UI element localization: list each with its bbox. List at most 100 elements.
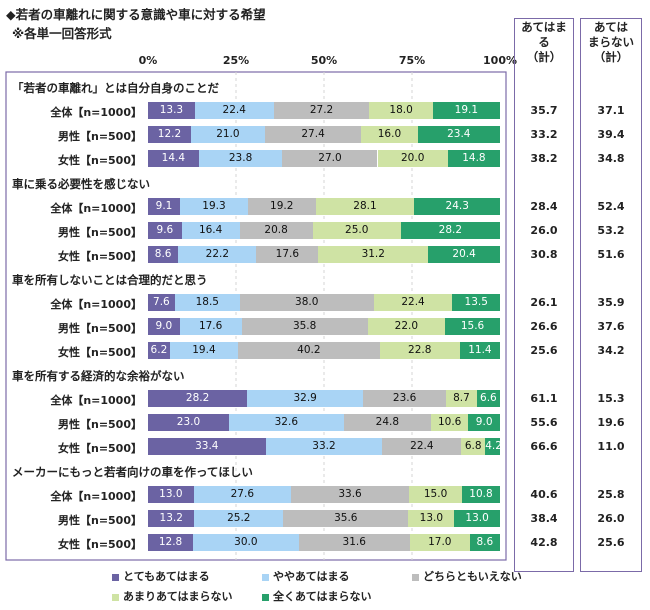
agree-total-value: 26.0 — [530, 224, 558, 237]
disagree-total-value: 19.6 — [597, 416, 625, 429]
agree-total-value: 38.4 — [530, 512, 558, 525]
row-label: 女性【n=500】 — [57, 538, 142, 551]
agree-total-value: 35.7 — [530, 104, 558, 117]
bar-segment: 27.6 — [193, 486, 291, 503]
bar-segment: 14.4 — [148, 150, 199, 167]
disagree-total-header: あては まらない （計） — [580, 20, 642, 65]
agree-total-header: あてはま る （計） — [514, 20, 574, 65]
bar-segment: 15.0 — [409, 486, 462, 503]
disagree-total-header-line: まらない — [588, 35, 634, 49]
bar-segment: 12.2 — [148, 126, 191, 143]
bar-segment: 32.6 — [228, 414, 344, 431]
bar-segment: 16.4 — [181, 222, 240, 239]
legend-label: 全くあてはまらない — [273, 590, 372, 603]
bar-segment: 33.2 — [265, 438, 383, 455]
bar-segment: 22.2 — [178, 246, 257, 263]
bar-segment: 13.2 — [148, 510, 195, 527]
bar-segment: 24.8 — [343, 414, 431, 431]
bar-segment: 6.6 — [476, 390, 500, 407]
bar-segment: 13.0 — [148, 486, 194, 503]
bar-segment: 25.0 — [312, 222, 401, 239]
bar-segment: 4.2 — [485, 438, 500, 455]
disagree-total-value: 53.2 — [597, 224, 625, 237]
row-label: 全体【n=1000】 — [50, 202, 142, 215]
disagree-total-value: 15.3 — [597, 392, 625, 405]
bar-segment: 23.6 — [363, 390, 447, 407]
agree-total-value: 26.1 — [530, 296, 558, 309]
disagree-total-value: 52.4 — [597, 200, 625, 213]
agree-total-value: 55.6 — [530, 416, 558, 429]
agree-total-header-line: る — [538, 35, 550, 49]
disagree-total-value: 39.4 — [597, 128, 625, 141]
group-heading: 車に乗る必要性を感じない — [12, 177, 150, 191]
bar-segment: 22.4 — [194, 102, 274, 119]
bar-segment: 18.5 — [174, 294, 240, 311]
x-tick-label: 25% — [222, 54, 250, 67]
bar-segment: 13.0 — [408, 510, 455, 527]
agree-total-value: 40.6 — [530, 488, 558, 501]
chart-subtitle: ※各単一回答形式 — [12, 26, 112, 41]
bar-segment: 19.2 — [247, 198, 316, 215]
bar-segment: 10.8 — [461, 486, 500, 503]
x-tick-label: 0% — [138, 54, 158, 67]
bar-segment: 12.8 — [148, 534, 194, 551]
row-label: 男性【n=500】 — [57, 514, 142, 527]
bar-segment: 25.2 — [194, 510, 284, 527]
bar-segment: 19.3 — [180, 198, 248, 215]
bar-segment: 20.8 — [239, 222, 313, 239]
disagree-total-value: 26.0 — [597, 512, 625, 525]
bar-segment: 28.1 — [315, 198, 415, 215]
row-label: 女性【n=500】 — [57, 154, 142, 167]
bar-segment: 11.4 — [459, 342, 500, 359]
bar-segment: 24.3 — [414, 198, 500, 215]
group-heading: 車を所有する経済的な余裕がない — [12, 369, 185, 383]
bar-segment: 13.5 — [452, 294, 500, 311]
disagree-total-header-line: （計） — [593, 50, 629, 64]
bar-segment: 33.6 — [290, 486, 410, 503]
legend-swatch — [262, 593, 269, 601]
bar-segment: 38.0 — [239, 294, 374, 311]
bar-segment: 35.6 — [283, 510, 409, 527]
bar-segment: 31.6 — [298, 534, 410, 551]
group-heading: 車を所有しないことは合理的だと思う — [12, 273, 208, 287]
disagree-total-value: 11.0 — [597, 440, 625, 453]
bar-segment: 23.8 — [198, 150, 283, 167]
agree-total-value: 25.6 — [530, 344, 558, 357]
legend-label: どちらともいえない — [423, 570, 522, 583]
disagree-total-value: 34.8 — [597, 152, 625, 165]
row-label: 男性【n=500】 — [57, 418, 142, 431]
row-label: 全体【n=1000】 — [50, 298, 142, 311]
bar-segment: 23.4 — [417, 126, 500, 143]
group-heading: メーカーにもっと若者向けの車を作ってほしい — [12, 465, 253, 479]
agree-total-column — [514, 18, 574, 572]
bar-segment: 19.4 — [169, 342, 239, 359]
legend-label: とてもあてはまる — [123, 570, 210, 583]
agree-total-value: 61.1 — [530, 392, 558, 405]
agree-total-value: 38.2 — [530, 152, 558, 165]
bar-segment: 32.9 — [247, 390, 364, 407]
disagree-total-header-line: あては — [593, 20, 629, 34]
agree-total-value: 28.4 — [530, 200, 558, 213]
bar-segment: 27.4 — [264, 126, 362, 143]
bar-segment: 6.2 — [148, 342, 170, 359]
bar-segment: 8.6 — [148, 246, 179, 263]
disagree-total-column — [580, 18, 642, 572]
bar-segment: 27.2 — [273, 102, 370, 119]
row-label: 全体【n=1000】 — [50, 394, 142, 407]
bar-segment: 17.6 — [256, 246, 319, 263]
legend-label: あまりあてはまらない — [123, 590, 233, 603]
bar-segment: 9.0 — [468, 414, 500, 431]
legend-swatch — [412, 573, 419, 581]
bar-segment: 9.6 — [148, 222, 182, 239]
agree-total-value: 30.8 — [530, 248, 558, 261]
disagree-total-value: 25.8 — [597, 488, 625, 501]
disagree-total-value: 25.6 — [597, 536, 625, 549]
row-label: 女性【n=500】 — [57, 442, 142, 455]
legend-swatch — [112, 593, 119, 601]
legend-item: あまりあてはまらない — [112, 588, 233, 604]
disagree-total-value: 35.9 — [597, 296, 625, 309]
bar-segment: 13.0 — [454, 510, 500, 527]
bar-segment: 15.6 — [445, 318, 500, 335]
bar-segment: 27.0 — [282, 150, 378, 167]
